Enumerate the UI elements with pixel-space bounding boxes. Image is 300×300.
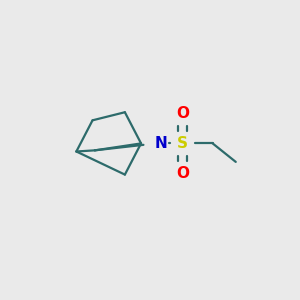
- Text: S: S: [177, 136, 188, 151]
- Text: O: O: [176, 106, 189, 121]
- Text: N: N: [155, 136, 168, 151]
- Text: O: O: [176, 166, 189, 181]
